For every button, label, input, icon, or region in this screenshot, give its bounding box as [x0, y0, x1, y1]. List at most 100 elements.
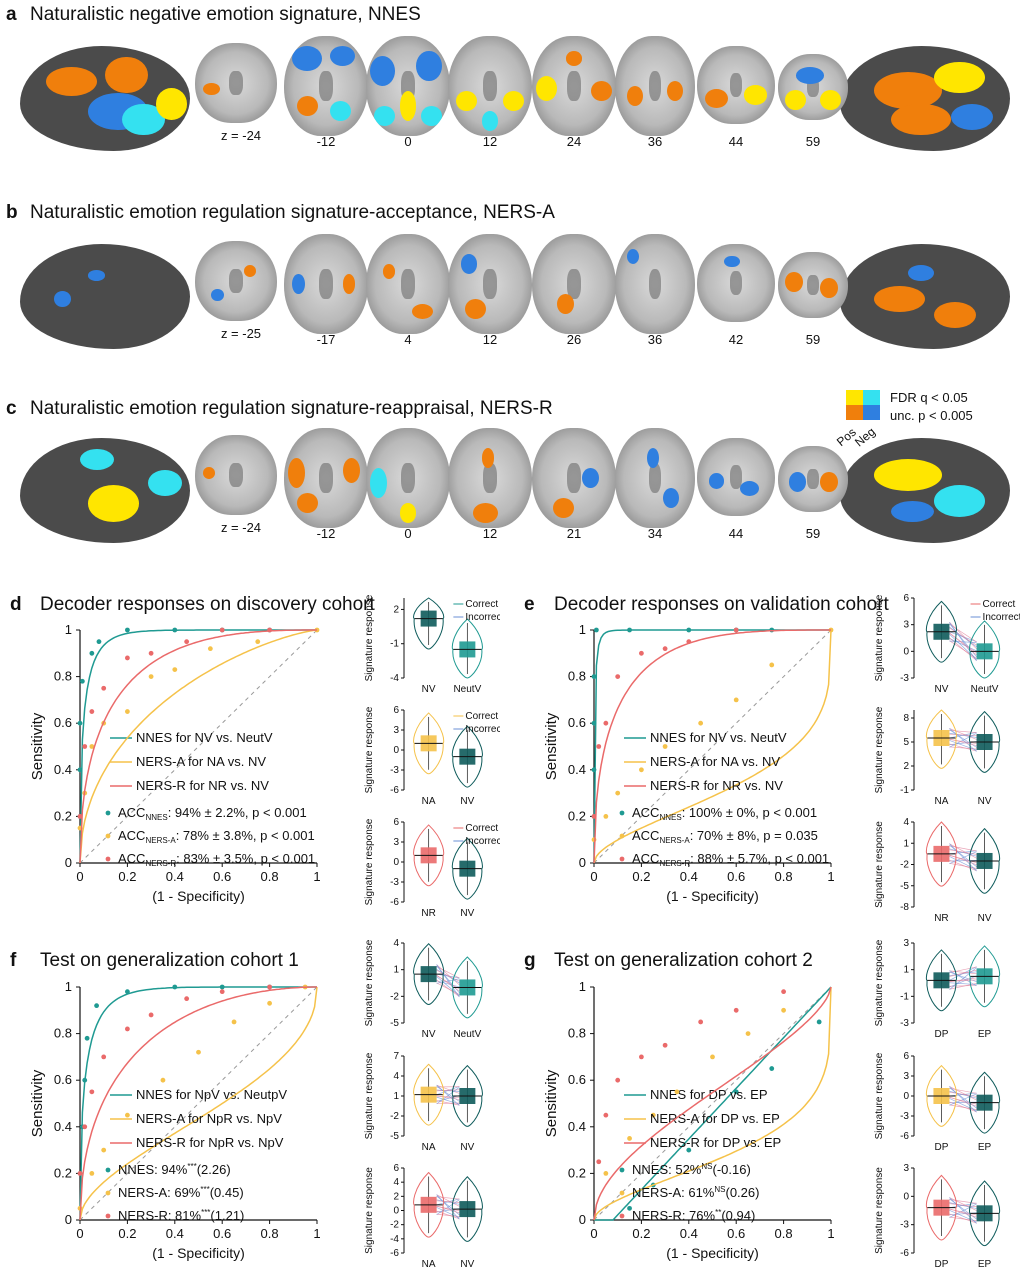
y-tick-label: 0 — [65, 855, 72, 870]
stat-text: NERS-R: 81%***(1.21) — [118, 1208, 244, 1223]
roc-point — [603, 1112, 609, 1118]
x-axis-label: (1 - Specificity) — [152, 1245, 245, 1261]
y-tick-label: 3 — [903, 938, 909, 949]
roc-point — [733, 1089, 739, 1095]
y-tick-label: 0.2 — [568, 1165, 586, 1180]
z-coordinate-label: 21 — [566, 526, 582, 541]
x-tick-label: 1 — [827, 869, 834, 884]
axial-slice — [284, 428, 368, 528]
legend-entry: NERS-A for NA vs. NV — [650, 754, 780, 769]
activation-blob — [79, 448, 114, 470]
x-tick-label: 0.8 — [261, 869, 279, 884]
activation-blob — [788, 472, 806, 493]
violin-chart-g2: 6 3 0 -3 -6 Signature response DP EP — [874, 1051, 1001, 1153]
axial-slice — [195, 435, 277, 515]
roc-point — [125, 989, 130, 995]
y-tick-label: 3 — [903, 620, 909, 631]
roc-point — [89, 1089, 95, 1095]
axial-slice — [195, 241, 277, 321]
activation-blob — [795, 67, 824, 84]
y-tick-label: 0.6 — [54, 715, 72, 730]
violin-shape — [413, 824, 445, 887]
violin-shape — [451, 1064, 483, 1127]
y-tick-label: -1 — [390, 639, 399, 650]
category-label: NV — [460, 796, 474, 807]
roc-point — [733, 1007, 739, 1013]
ventricle — [807, 275, 819, 295]
violin-shape — [413, 1063, 445, 1126]
roc-point — [710, 1054, 715, 1060]
y-tick-label: 5 — [903, 737, 909, 748]
roc-curve-0 — [594, 986, 832, 1221]
y-axis-label: Signature response — [874, 1167, 885, 1254]
y-tick-label: 0.8 — [568, 669, 586, 684]
legend-entry: NERS-A for DP vs. EP — [650, 1111, 780, 1126]
stat-bullet — [105, 1190, 111, 1196]
y-tick-label: -2 — [390, 991, 399, 1002]
roc-curve-1 — [79, 629, 318, 864]
lateral-brain-right — [840, 438, 1010, 543]
roc-point — [733, 627, 739, 633]
subject-line — [949, 862, 977, 869]
roc-point — [816, 1019, 822, 1025]
stat-text: ACCNERS-R: 88% ± 5.7%, p < 0.001 — [632, 851, 829, 868]
subject-line — [949, 638, 977, 652]
subject-line — [436, 1199, 460, 1205]
ventricle — [567, 269, 581, 299]
y-tick-label: 1 — [393, 1091, 399, 1102]
activation-blob — [933, 61, 985, 94]
roc-point — [196, 1049, 201, 1055]
roc-point — [615, 1077, 621, 1083]
category-label: NV — [934, 684, 948, 695]
axial-slice — [366, 234, 450, 334]
roc-point — [219, 989, 225, 995]
activation-blob — [820, 278, 838, 299]
roc-point — [84, 1035, 90, 1041]
ventricle — [807, 77, 819, 97]
x-tick-label: 0.6 — [727, 869, 745, 884]
roc-point — [125, 709, 130, 714]
legend-entry: Correct — [465, 711, 498, 722]
roc-point — [662, 744, 668, 749]
category-label: NV — [422, 1029, 436, 1040]
legend-entry: NNES for NV vs. NeutV — [136, 730, 273, 745]
roc-point — [172, 667, 178, 673]
category-label: NV — [460, 908, 474, 919]
activation-blob — [908, 265, 934, 281]
roc-point — [219, 984, 225, 990]
subject-line — [949, 971, 977, 976]
swatch-pos-unc — [846, 405, 863, 420]
y-axis-label: Signature response — [874, 1052, 885, 1139]
roc-point — [781, 1007, 786, 1013]
y-tick-label: 6 — [903, 593, 909, 604]
y-axis-label: Signature response — [364, 706, 375, 793]
z-coordinate-label: z = -25 — [220, 326, 262, 341]
roc-point — [267, 1000, 272, 1006]
roc-point — [172, 627, 178, 633]
category-label: NV — [978, 913, 992, 924]
roc-point — [77, 767, 83, 773]
x-axis-label: (1 - Specificity) — [152, 888, 245, 904]
axial-slice — [532, 234, 616, 334]
roc-point — [148, 1012, 154, 1018]
violin-chart-d2: 6 3 0 -3 -6 Signature response NA NV Correct Inco… — [364, 705, 500, 807]
roc-point — [125, 627, 130, 633]
activation-blob — [590, 81, 612, 101]
z-coordinate-label: 59 — [805, 134, 821, 149]
violin-shape — [925, 949, 958, 1012]
z-coordinate-label: 12 — [482, 332, 498, 347]
subject-line — [949, 1090, 977, 1099]
ventricle — [229, 71, 243, 95]
activation-blob — [820, 472, 838, 493]
activation-blob — [292, 46, 322, 71]
violin-shape — [413, 943, 445, 1006]
roc-point — [101, 685, 107, 691]
violin-shape — [413, 597, 445, 650]
y-tick-label: 1 — [903, 965, 909, 976]
y-tick-label: -6 — [390, 1248, 399, 1259]
legend-entry: NNES for NV vs. NeutV — [650, 730, 787, 745]
roc-point — [615, 790, 621, 796]
roc-point — [769, 662, 775, 668]
violin-chart-f2: 7 4 1 -2 -5 Signature response NA NV — [364, 1051, 483, 1153]
roc-point — [255, 639, 261, 645]
